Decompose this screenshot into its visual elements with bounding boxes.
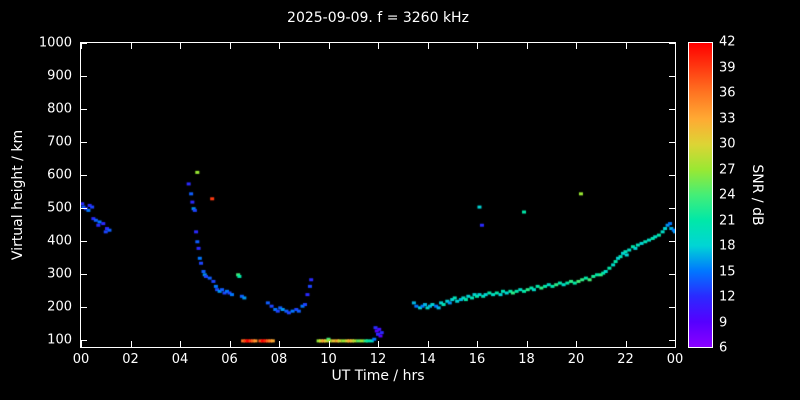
- y-tick-mark: [81, 340, 87, 342]
- x-tick-mark: [625, 341, 627, 347]
- x-tick-mark: [328, 341, 330, 347]
- x-tick-mark: [229, 43, 231, 49]
- x-axis-label: UT Time / hrs: [331, 368, 425, 384]
- x-tick-mark: [675, 341, 676, 347]
- y-tick-mark: [81, 142, 87, 144]
- snr-tick-label: 21: [719, 213, 736, 228]
- x-tick-label: 12: [369, 352, 387, 367]
- x-tick-label: 04: [171, 352, 189, 367]
- snr-tick-label: 6: [719, 340, 728, 356]
- snr-tick-label: 30: [719, 136, 736, 152]
- x-tick-label: 18: [518, 352, 535, 367]
- y-tick-label: 100: [47, 332, 72, 348]
- x-tick-mark: [576, 341, 577, 347]
- snr-tick-label: 18: [719, 238, 736, 254]
- y-tick-mark: [81, 241, 87, 243]
- snr-tick-label: 24: [719, 187, 736, 203]
- y-tick-mark: [81, 76, 87, 78]
- y-tick-mark: [669, 307, 675, 309]
- x-tick-mark: [279, 341, 280, 347]
- snr-tick-label: 39: [719, 60, 736, 75]
- y-tick-mark: [669, 241, 675, 243]
- y-tick-mark: [81, 208, 87, 210]
- y-tick-label: 700: [47, 134, 72, 150]
- x-tick-mark: [130, 341, 132, 347]
- y-tick-mark: [669, 43, 675, 44]
- x-tick-mark: [180, 341, 181, 347]
- y-tick-mark: [81, 43, 87, 44]
- x-tick-mark: [378, 341, 379, 347]
- chart-title: 2025-09-09. f = 3260 kHz: [287, 10, 469, 26]
- x-tick-mark: [229, 341, 231, 347]
- colorbar-axis-label: SNR / dB: [749, 164, 765, 226]
- x-tick-mark: [675, 43, 676, 49]
- x-tick-mark: [576, 43, 577, 49]
- y-tick-mark: [81, 274, 87, 276]
- x-tick-mark: [477, 43, 478, 49]
- y-tick-label: 1000: [38, 35, 72, 51]
- x-tick-label: 06: [221, 352, 238, 367]
- y-tick-mark: [669, 208, 675, 210]
- x-tick-label: 08: [270, 352, 288, 367]
- x-tick-mark: [427, 341, 429, 347]
- snr-tick-label: 33: [719, 111, 736, 126]
- x-tick-mark: [130, 43, 132, 49]
- x-tick-mark: [477, 341, 478, 347]
- snr-tick-label: 15: [719, 264, 736, 279]
- y-tick-label: 200: [47, 299, 72, 315]
- y-tick-label: 500: [47, 200, 72, 216]
- y-tick-label: 300: [47, 266, 72, 282]
- x-tick-label: 22: [617, 352, 634, 367]
- snr-tick-label: 42: [719, 34, 736, 50]
- x-tick-label: 14: [419, 352, 436, 367]
- y-tick-label: 800: [47, 101, 72, 117]
- x-tick-label: 16: [468, 352, 486, 367]
- y-tick-label: 600: [47, 167, 72, 183]
- x-tick-mark: [81, 43, 82, 49]
- snr-tick-label: 9: [719, 315, 728, 330]
- y-tick-mark: [669, 340, 675, 342]
- x-tick-mark: [625, 43, 627, 49]
- y-tick-mark: [669, 76, 675, 78]
- y-tick-mark: [81, 307, 87, 309]
- x-tick-mark: [328, 43, 330, 49]
- x-tick-label: 00: [72, 352, 90, 367]
- x-tick-mark: [427, 43, 429, 49]
- snr-colorbar: [688, 42, 713, 348]
- snr-tick-label: 36: [719, 85, 736, 101]
- x-tick-mark: [279, 43, 280, 49]
- y-axis-label: Virtual height / km: [10, 129, 26, 261]
- x-tick-mark: [526, 341, 528, 347]
- x-tick-mark: [180, 43, 181, 49]
- y-tick-mark: [669, 175, 675, 177]
- x-tick-mark: [378, 43, 379, 49]
- x-tick-mark: [81, 341, 82, 347]
- x-tick-label: 10: [320, 352, 337, 367]
- x-tick-mark: [526, 43, 528, 49]
- snr-tick-label: 12: [719, 289, 736, 305]
- y-tick-mark: [669, 142, 675, 144]
- x-tick-label: 20: [567, 352, 585, 367]
- y-tick-label: 900: [47, 68, 72, 84]
- x-tick-label: 02: [122, 352, 139, 367]
- y-tick-mark: [669, 109, 675, 111]
- y-tick-mark: [669, 274, 675, 276]
- y-tick-label: 400: [47, 233, 72, 249]
- plot-area: 00 02 04 06 08 10 12 14 16 18 20 22 00 100 200 300 400 50…: [39, 36, 683, 368]
- x-tick-label: 00: [666, 352, 684, 367]
- scatter-points-canvas: [81, 43, 675, 347]
- snr-tick-label: 27: [719, 162, 736, 177]
- y-tick-mark: [81, 175, 87, 177]
- y-tick-mark: [81, 109, 87, 111]
- snr-colorbar-gradient: [689, 43, 712, 347]
